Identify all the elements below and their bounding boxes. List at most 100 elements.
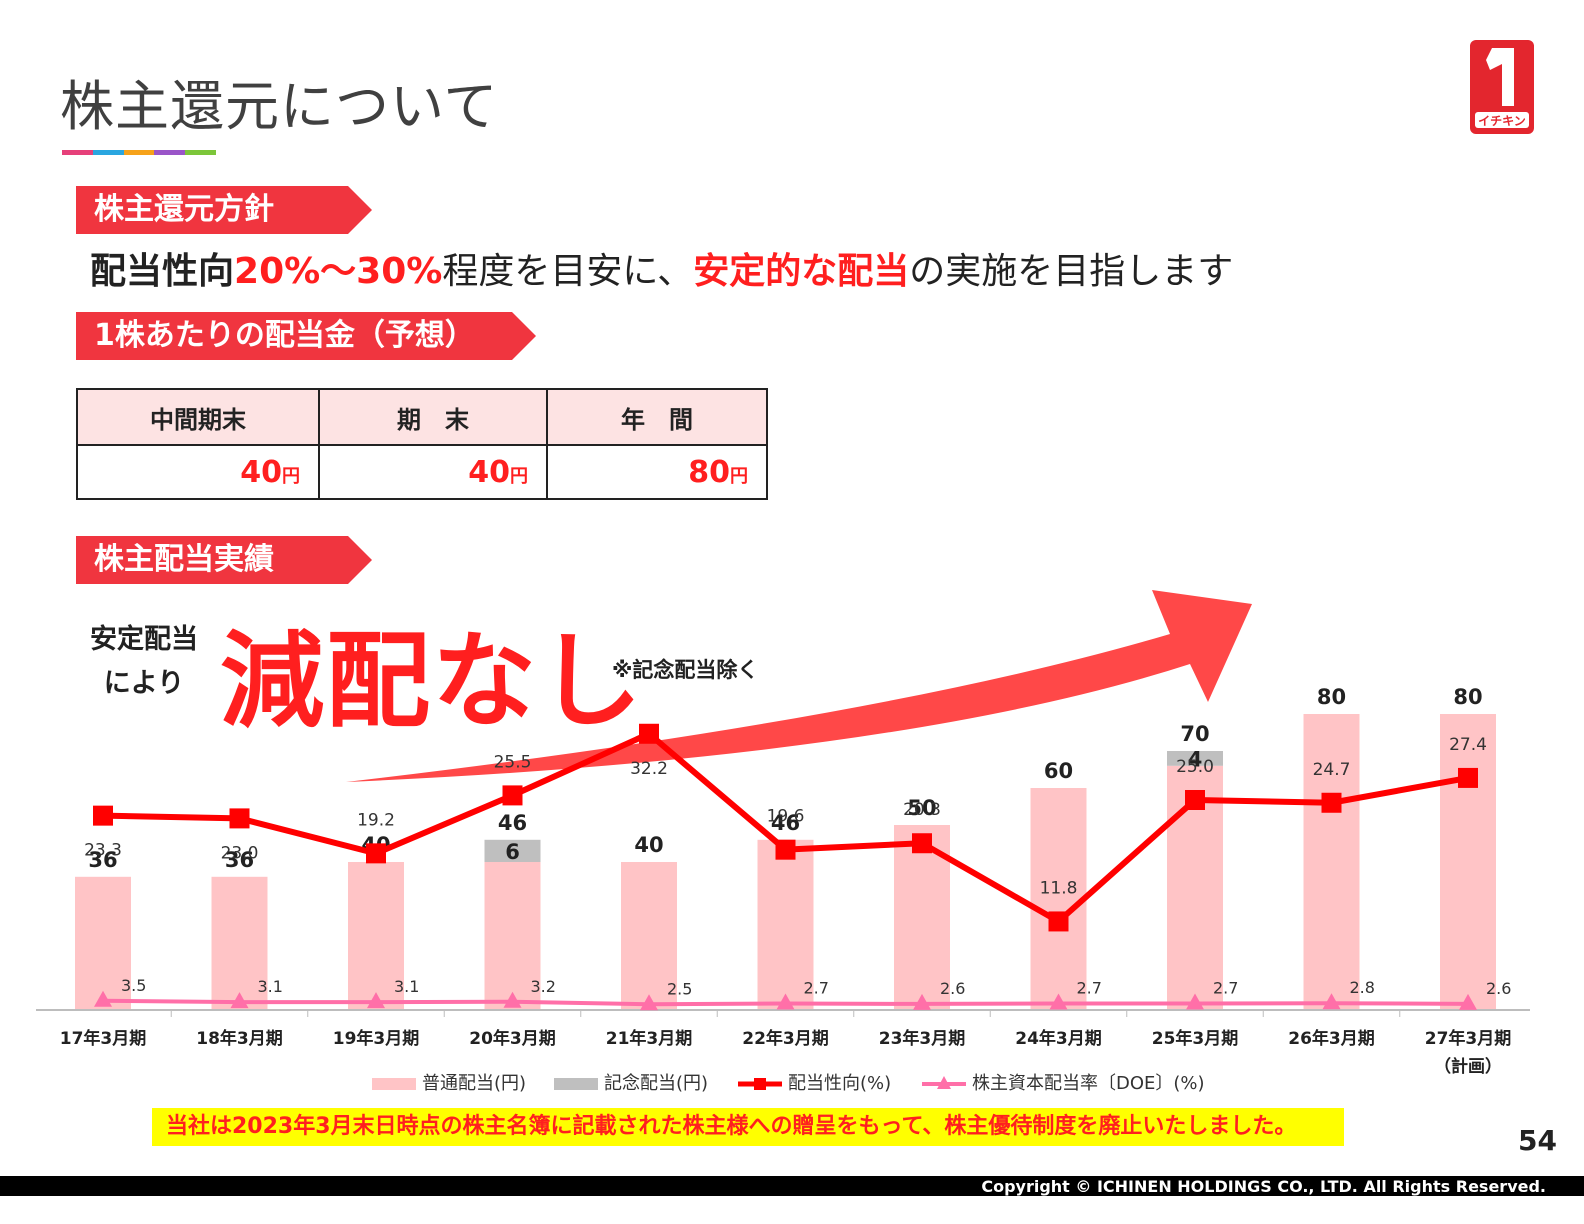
copyright-text: Copyright © ICHINEN HOLDINGS CO., LTD. A…: [981, 1177, 1546, 1196]
policy-part3: 程度を目安に、: [442, 251, 694, 292]
payout-ratio-label: 11.8: [1040, 878, 1078, 898]
payout-ratio-marker: [1048, 911, 1069, 932]
payout-ratio-marker: [93, 805, 113, 826]
value-yearend: 40円: [318, 444, 548, 500]
dividend-total-label: 40: [634, 833, 663, 857]
doe-label: 2.7: [804, 979, 829, 998]
category-sublabel: （計画）: [1434, 1056, 1502, 1077]
regular-dividend-bar: [1303, 714, 1360, 1010]
category-label: 27年3月期: [1425, 1028, 1512, 1049]
doe-label: 3.1: [394, 977, 419, 996]
underline-segment-3: [123, 150, 155, 155]
payout-ratio-marker: [639, 723, 659, 744]
regular-dividend-bar: [484, 862, 541, 1010]
policy-stable: 安定的な配当: [693, 251, 910, 292]
stable-note-line2: により: [103, 668, 185, 699]
policy-ratio: 20%～30%: [234, 251, 443, 292]
doe-label: 3.2: [531, 977, 556, 996]
payout-ratio-marker: [1458, 767, 1478, 788]
legend-memorial-label: 記念配当(円): [604, 1072, 708, 1094]
underline-segment-1: [62, 150, 93, 155]
doe-label: 2.8: [1350, 978, 1375, 997]
regular-dividend-bar: [1030, 788, 1087, 1010]
legend-regular-swatch: [372, 1078, 416, 1090]
doe-marker: [640, 994, 658, 1011]
dividend-total-label: 36: [225, 848, 254, 872]
payout-ratio-label: 20.3: [903, 800, 941, 820]
regular-dividend-bar: [211, 876, 268, 1010]
doe-marker: [230, 992, 249, 1009]
dividend-total-label: 80: [1453, 685, 1482, 709]
doe-marker: [776, 993, 795, 1010]
title-underline: [62, 150, 216, 155]
doe-marker: [1459, 993, 1477, 1010]
regular-dividend-bar: [757, 839, 814, 1010]
regular-dividend-bar: [75, 876, 131, 1010]
payout-ratio-label: 23.0: [221, 843, 259, 863]
forecast-section-tag: 1株あたりの配当金（予想）: [76, 312, 536, 360]
header-interim: 中間期末: [76, 388, 320, 446]
dividend-total-label: 46: [498, 811, 527, 835]
payout-ratio-label: 32.2: [630, 759, 668, 779]
underline-segment-4: [154, 150, 186, 155]
doe-marker: [367, 992, 385, 1009]
legend-memorial-swatch: [554, 1078, 598, 1090]
underline-segment-2: [92, 150, 124, 155]
category-label: 18年3月期: [196, 1028, 283, 1049]
dividend-total-label: 50: [907, 796, 936, 820]
legend-payout-marker: [754, 1078, 766, 1090]
memorial-dividend-bar: [1167, 751, 1223, 766]
table-row: 40円 40円 80円: [76, 444, 768, 500]
payout-ratio-marker: [1321, 792, 1342, 813]
doe-marker: [94, 990, 112, 1007]
policy-section-tag: 株主還元方針: [76, 186, 372, 234]
record-section-tag: 株主配当実績: [76, 536, 372, 584]
doe-marker: [1186, 993, 1204, 1010]
payout-ratio-marker: [912, 833, 932, 854]
ichinen-logo-icon: イチキン: [1470, 40, 1534, 134]
payout-ratio-label: 19.2: [357, 810, 395, 830]
payout-ratio-marker: [775, 839, 796, 860]
payout-ratio-marker: [502, 785, 523, 806]
footer-bar: [0, 1176, 1584, 1196]
category-label: 20年3月期: [469, 1028, 556, 1049]
payout-ratio-marker: [366, 843, 386, 864]
shareholder-benefit-notice: 当社は2023年3月末日時点の株主名簿に記載された株主様への贈呈をもって、株主優…: [152, 1108, 1344, 1146]
logo-label-bg: [1475, 112, 1529, 128]
category-label: 22年3月期: [742, 1028, 829, 1049]
dividend-total-label: 70: [1180, 722, 1209, 746]
memorial-dividend-bar: [484, 839, 541, 862]
table-header-row: 中間期末 期 末 年 間: [76, 388, 768, 446]
doe-marker: [913, 993, 931, 1010]
policy-part1: 配当性向: [90, 251, 235, 292]
category-label: 17年3月期: [60, 1028, 147, 1049]
payout-ratio-label: 27.4: [1449, 735, 1487, 755]
doe-label: 2.6: [1486, 979, 1511, 998]
payout-ratio-label: 24.7: [1313, 760, 1351, 780]
dividend-total-label: 36: [88, 848, 117, 872]
dividend-total-label: 60: [1044, 759, 1073, 783]
doe-label: 2.5: [667, 979, 692, 998]
value-annual: 80円: [546, 444, 768, 500]
payout-ratio-label: 25.5: [494, 752, 532, 772]
doe-label: 2.6: [940, 979, 965, 998]
doe-label: 3.1: [258, 977, 283, 996]
category-label: 23年3月期: [879, 1028, 966, 1049]
doe-marker: [1049, 993, 1068, 1010]
doe-label: 3.5: [121, 976, 146, 995]
stable-note-line1: 安定配当: [90, 624, 198, 655]
doe-marker: [1322, 993, 1341, 1010]
payout-ratio-marker: [1185, 790, 1205, 810]
memorial-excluded-note: ※記念配当除く: [612, 658, 759, 682]
dividend-total-label: 80: [1317, 685, 1346, 709]
doe-label: 2.7: [1077, 979, 1102, 998]
logo-numeral: [1486, 48, 1514, 106]
regular-dividend-bar: [348, 862, 404, 1010]
memorial-dividend-label: 4: [1188, 747, 1203, 771]
regular-dividend-bar: [621, 862, 677, 1010]
legend-doe-marker: [937, 1076, 951, 1089]
category-label: 26年3月期: [1288, 1028, 1375, 1049]
memorial-dividend-label: 6: [505, 840, 520, 864]
doe-label: 2.7: [1213, 979, 1238, 998]
header-annual: 年 間: [546, 388, 768, 446]
